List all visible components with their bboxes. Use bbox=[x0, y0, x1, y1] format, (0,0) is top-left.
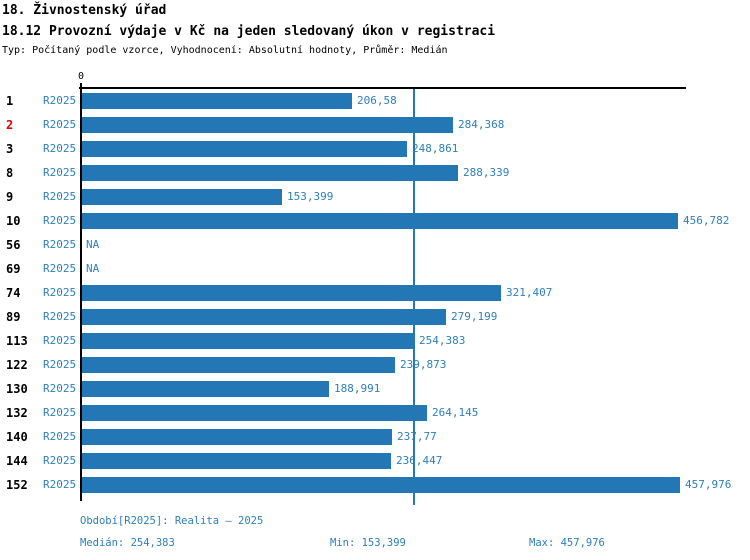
chart-row: 113 R2025 254,383 bbox=[0, 333, 750, 349]
value-bar bbox=[82, 285, 501, 301]
chart-row: 9 R2025 153,399 bbox=[0, 189, 750, 205]
row-period-label: R2025 bbox=[43, 238, 77, 251]
value-bar bbox=[82, 357, 395, 373]
chart-row: 56 R2025 NA bbox=[0, 237, 750, 253]
bar-value-label: 239,873 bbox=[400, 358, 447, 371]
value-bar bbox=[82, 477, 680, 493]
chart-row: 74 R2025 321,407 bbox=[0, 285, 750, 301]
bar-value-label: 206,58 bbox=[357, 94, 397, 107]
row-number: 9 bbox=[6, 190, 14, 204]
row-number: 132 bbox=[6, 406, 28, 420]
value-bar bbox=[82, 117, 453, 133]
value-bar bbox=[82, 309, 446, 325]
bar-value-label: 236,447 bbox=[396, 454, 443, 467]
bar-value-label: 153,399 bbox=[287, 190, 334, 203]
row-period-label: R2025 bbox=[43, 358, 77, 371]
bar-value-label: NA bbox=[86, 238, 100, 251]
row-number: 113 bbox=[6, 334, 28, 348]
value-bar bbox=[82, 93, 352, 109]
chart-title: 18.12 Provozní výdaje v Kč na jeden sled… bbox=[2, 24, 496, 39]
row-period-label: R2025 bbox=[43, 430, 77, 443]
bar-value-label: 321,407 bbox=[506, 286, 553, 299]
chart-row: 8 R2025 288,339 bbox=[0, 165, 750, 181]
bar-value-label: 254,383 bbox=[419, 334, 466, 347]
row-period-label: R2025 bbox=[43, 118, 77, 131]
row-number: 89 bbox=[6, 310, 21, 324]
axis-left-line bbox=[80, 83, 82, 501]
row-number: 2 bbox=[6, 118, 14, 132]
row-period-label: R2025 bbox=[43, 214, 77, 227]
bar-value-label: 288,339 bbox=[463, 166, 510, 179]
row-period-label: R2025 bbox=[43, 334, 77, 347]
value-bar bbox=[82, 141, 407, 157]
bar-value-label: 237,77 bbox=[397, 430, 437, 443]
chart-row: 132 R2025 264,145 bbox=[0, 405, 750, 421]
value-bar bbox=[82, 213, 678, 229]
row-period-label: R2025 bbox=[43, 190, 77, 203]
row-number: 144 bbox=[6, 454, 28, 468]
row-number: 74 bbox=[6, 286, 21, 300]
row-number: 69 bbox=[6, 262, 21, 276]
row-period-label: R2025 bbox=[43, 478, 77, 491]
axis-zero-tick-label: 0 bbox=[77, 71, 85, 82]
row-period-label: R2025 bbox=[43, 382, 77, 395]
footer-period-legend: Období[R2025]: Realita – 2025 bbox=[80, 515, 264, 527]
row-number: 8 bbox=[6, 166, 14, 180]
row-number: 56 bbox=[6, 238, 21, 252]
footer-median-stat: Medián: 254,383 bbox=[80, 537, 175, 549]
row-number: 140 bbox=[6, 430, 28, 444]
chart-row: 2 R2025 284,368 bbox=[0, 117, 750, 133]
row-number: 10 bbox=[6, 214, 21, 228]
chart-row: 69 R2025 NA bbox=[0, 261, 750, 277]
chart-row: 3 R2025 248,861 bbox=[0, 141, 750, 157]
page-title: 18. Živnostenský úřad bbox=[2, 3, 167, 18]
row-period-label: R2025 bbox=[43, 166, 77, 179]
chart-row: 1 R2025 206,58 bbox=[0, 93, 750, 109]
chart-row: 140 R2025 237,77 bbox=[0, 429, 750, 445]
chart-row: 89 R2025 279,199 bbox=[0, 309, 750, 325]
chart-row: 130 R2025 188,991 bbox=[0, 381, 750, 397]
chart-row: 10 R2025 456,782 bbox=[0, 213, 750, 229]
chart-row: 122 R2025 239,873 bbox=[0, 357, 750, 373]
footer-max-stat: Max: 457,976 bbox=[529, 537, 605, 549]
row-number: 1 bbox=[6, 94, 14, 108]
bar-value-label: 188,991 bbox=[334, 382, 381, 395]
chart-row: 144 R2025 236,447 bbox=[0, 453, 750, 469]
row-period-label: R2025 bbox=[43, 454, 77, 467]
bar-value-label: 248,861 bbox=[412, 142, 459, 155]
value-bar bbox=[82, 165, 458, 181]
value-bar bbox=[82, 333, 414, 349]
row-period-label: R2025 bbox=[43, 94, 77, 107]
footer-min-stat: Min: 153,399 bbox=[330, 537, 406, 549]
row-number: 122 bbox=[6, 358, 28, 372]
chart-row: 152 R2025 457,976 bbox=[0, 477, 750, 493]
row-period-label: R2025 bbox=[43, 286, 77, 299]
value-bar bbox=[82, 381, 329, 397]
axis-top-line bbox=[79, 87, 686, 89]
row-number: 152 bbox=[6, 478, 28, 492]
chart-subtitle: Typ: Počítaný podle vzorce, Vyhodnocení:… bbox=[2, 45, 448, 56]
bar-value-label: 284,368 bbox=[458, 118, 505, 131]
bar-value-label: 264,145 bbox=[432, 406, 479, 419]
row-number: 3 bbox=[6, 142, 14, 156]
bar-value-label: 457,976 bbox=[685, 478, 732, 491]
row-period-label: R2025 bbox=[43, 406, 77, 419]
value-bar bbox=[82, 429, 392, 445]
bar-value-label: 456,782 bbox=[683, 214, 730, 227]
bar-value-label: NA bbox=[86, 262, 100, 275]
bar-value-label: 279,199 bbox=[451, 310, 498, 323]
row-period-label: R2025 bbox=[43, 262, 77, 275]
row-period-label: R2025 bbox=[43, 310, 77, 323]
value-bar bbox=[82, 453, 391, 469]
value-bar bbox=[82, 405, 427, 421]
row-number: 130 bbox=[6, 382, 28, 396]
row-period-label: R2025 bbox=[43, 142, 77, 155]
value-bar bbox=[82, 189, 282, 205]
